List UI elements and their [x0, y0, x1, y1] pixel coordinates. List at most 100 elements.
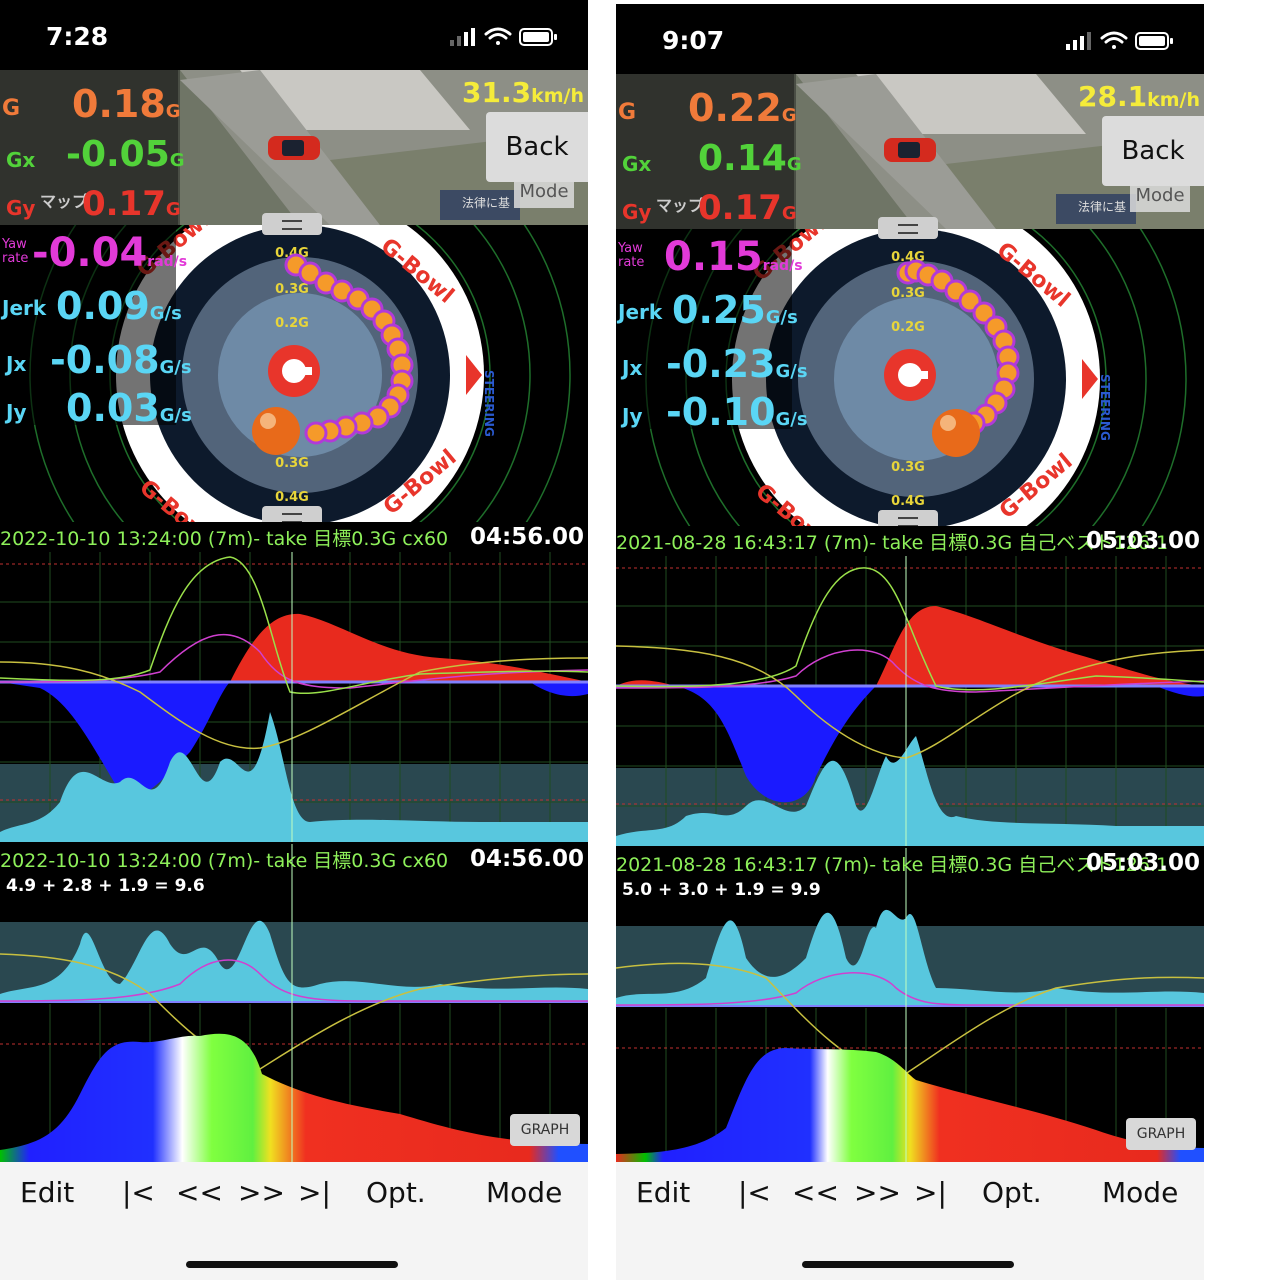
rewind-button[interactable]: <<: [176, 1176, 223, 1209]
graph-button[interactable]: GRAPH: [1126, 1118, 1196, 1150]
battery-icon: [1135, 32, 1173, 50]
playback-toolbar: Edit |< << >> >| Opt. Mode: [616, 1162, 1204, 1280]
g-graph-lower[interactable]: 2022-10-10 13:24:00 (7m)- take 目標0.3G cx…: [0, 844, 588, 1162]
gx-value: 0.14: [698, 138, 787, 179]
jx-readout: -0.08G/s: [50, 338, 192, 382]
graph-time: 05:03.00: [1086, 850, 1200, 876]
map-mode-button[interactable]: Mode: [514, 178, 574, 208]
speed-unit: km/h: [1147, 89, 1200, 111]
home-indicator[interactable]: [186, 1261, 398, 1268]
g-bowl-view[interactable]: 0.2G 0.3G 0.4G 0.3G 0.4G G-Bowl G-Bowl G…: [616, 229, 1204, 527]
jerk-label: Jerk: [618, 300, 663, 324]
jx-unit: G/s: [159, 357, 192, 378]
g-ball-icon: [932, 409, 980, 457]
steering-arrow-icon: [1082, 359, 1098, 399]
g-graph-upper[interactable]: 2021-08-28 16:43:17 (7m)- take 目標0.3G 自己…: [616, 526, 1204, 846]
steering-arrow-icon: [466, 355, 482, 395]
bowl-logo-icon: [884, 349, 936, 401]
map-overlay-label: マップ: [656, 196, 705, 215]
g-value: 0.22: [688, 86, 782, 130]
gy-label: Gy: [6, 196, 36, 220]
g-label: G: [618, 100, 637, 125]
edit-button[interactable]: Edit: [636, 1176, 691, 1209]
g-value: 0.18: [72, 82, 166, 126]
wifi-icon: [484, 27, 512, 45]
speed-spectrum-area: [616, 1048, 1204, 1166]
yaw-value: 0.15: [664, 234, 763, 280]
status-bar: 9:07: [616, 4, 1204, 74]
top-drag-handle[interactable]: [878, 217, 938, 239]
graph-button[interactable]: GRAPH: [510, 1114, 580, 1146]
gx-readout: -0.05G: [66, 134, 185, 175]
last-button[interactable]: >|: [298, 1176, 331, 1209]
g-graph-upper[interactable]: 2022-10-10 13:24:00 (7m)- take 目標0.3G cx…: [0, 522, 588, 842]
gx-unit: G: [169, 150, 185, 171]
gx-label: Gx: [6, 148, 36, 172]
gy-value: 0.17: [82, 184, 166, 224]
gy-value: 0.17: [698, 188, 782, 228]
g-graph-lower[interactable]: 2021-08-28 16:43:17 (7m)- take 目標0.3G 自己…: [616, 848, 1204, 1166]
g-trail: [284, 253, 414, 445]
map-watermark: 法律に基: [1078, 200, 1127, 214]
gy-unit: G: [781, 203, 797, 224]
jx-label: Jx: [622, 356, 643, 380]
g-graph-upper-plot: [616, 526, 1204, 846]
forward-button[interactable]: >>: [238, 1176, 285, 1209]
mode-button[interactable]: Mode: [486, 1176, 563, 1209]
g-bowl-view[interactable]: 0.2G 0.3G 0.4G 0.3G 0.4G G-Bowl G-Bowl G…: [0, 225, 588, 523]
g-readout: 0.18G: [72, 82, 181, 126]
yaw-value: -0.04: [32, 230, 148, 276]
gx-label: Gx: [622, 152, 652, 176]
jy-unit: G/s: [775, 409, 808, 430]
graph-time: 04:56.00: [470, 846, 584, 872]
jerk-readout: 0.09G/s: [56, 284, 182, 328]
bowl-steering-text: STEERING: [482, 370, 496, 437]
battery-icon: [519, 28, 557, 46]
jy-readout: -0.10G/s: [666, 390, 808, 434]
gx-readout: 0.14G: [698, 138, 802, 179]
score-sum: 5.0 + 3.0 + 1.9 = 9.9: [622, 880, 821, 900]
options-button[interactable]: Opt.: [982, 1176, 1042, 1209]
speed-value: 31.3: [462, 76, 532, 109]
cellular-signal-icon: [1066, 32, 1091, 50]
edit-button[interactable]: Edit: [20, 1176, 75, 1209]
g-bowl-graphic: 0.2G 0.3G 0.4G 0.3G 0.4G G-Bowl G-Bowl G…: [616, 229, 1204, 527]
mode-button[interactable]: Mode: [1102, 1176, 1179, 1209]
g-graph-lower-plot: [616, 848, 1204, 1166]
jy-label: Jy: [622, 404, 643, 428]
status-icons: [450, 27, 557, 46]
rewind-button[interactable]: <<: [792, 1176, 839, 1209]
map-mode-button[interactable]: Mode: [1130, 182, 1190, 212]
jx-value: -0.23: [666, 342, 776, 386]
graph-title: 2021-08-28 16:43:17 (7m)- take 目標0.3G 自己…: [616, 532, 1169, 554]
back-button[interactable]: Back: [486, 112, 588, 182]
top-drag-handle[interactable]: [262, 213, 322, 235]
positive-g-area: [876, 606, 1204, 686]
bowl-ring-label: 0.3G: [891, 286, 925, 301]
gy-readout: 0.17G: [82, 184, 181, 224]
score-sum: 4.9 + 2.8 + 1.9 = 9.6: [6, 876, 205, 896]
g-bowl-graphic: 0.2G 0.3G 0.4G 0.3G 0.4G G-Bowl G-Bowl G…: [0, 225, 588, 523]
bowl-ring-label: 0.2G: [891, 320, 925, 335]
jy-unit: G/s: [159, 405, 192, 426]
bowl-ring-label: 0.4G: [275, 490, 309, 505]
negative-g-area: [676, 686, 876, 803]
home-indicator[interactable]: [802, 1261, 1014, 1268]
graph-title: 2021-08-28 16:43:17 (7m)- take 目標0.3G 自己…: [616, 854, 1169, 876]
first-button[interactable]: |<: [738, 1176, 771, 1209]
gx-value: -0.05: [66, 134, 170, 175]
back-button[interactable]: Back: [1102, 116, 1204, 186]
bowl-logo-icon: [268, 345, 320, 397]
status-time: 7:28: [46, 22, 109, 51]
forward-button[interactable]: >>: [854, 1176, 901, 1209]
g-unit: G: [781, 105, 797, 126]
jerk-label: Jerk: [2, 296, 47, 320]
first-button[interactable]: |<: [122, 1176, 155, 1209]
graph-title: 2022-10-10 13:24:00 (7m)- take 目標0.3G cx…: [0, 850, 449, 872]
speed-value: 28.1: [1078, 80, 1148, 113]
jerk-area: [616, 909, 1204, 1006]
yaw-unit: rad/s: [762, 258, 803, 274]
options-button[interactable]: Opt.: [366, 1176, 426, 1209]
map-overlay-label: マップ: [40, 192, 89, 211]
last-button[interactable]: >|: [914, 1176, 947, 1209]
